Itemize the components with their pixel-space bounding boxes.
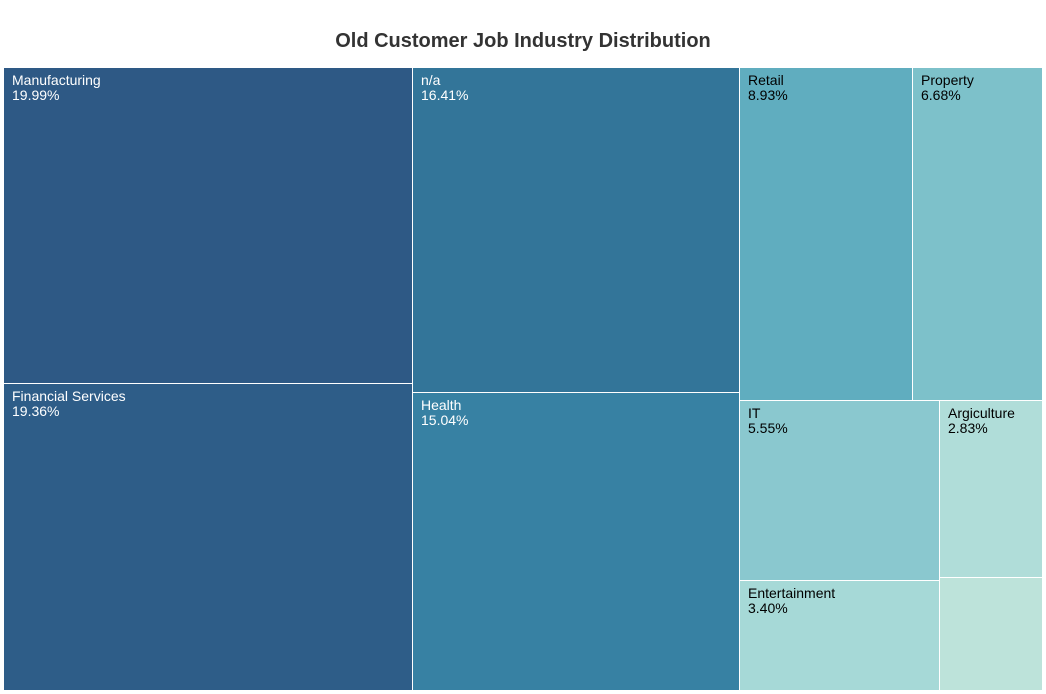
treemap-tile-entertainment: Entertainment 3.40%	[740, 581, 940, 691]
tile-name: Health	[421, 397, 462, 413]
tile-value: 3.40%	[748, 600, 788, 616]
tile-value: 5.55%	[748, 420, 788, 436]
treemap-tile-argiculture: Argiculture 2.83%	[940, 401, 1043, 578]
tile-name: Argiculture	[948, 405, 1015, 421]
treemap-tile-label: Entertainment 3.40%	[748, 586, 835, 616]
tile-name: IT	[748, 405, 761, 421]
treemap-tile-manufacturing: Manufacturing 19.99%	[4, 68, 413, 384]
treemap-tile-financial-services: Financial Services 19.36%	[4, 384, 413, 691]
treemap-tile-label: Retail 8.93%	[748, 73, 788, 103]
tile-name: n/a	[421, 72, 441, 88]
tile-value: 6.68%	[921, 87, 961, 103]
treemap-tile-retail: Retail 8.93%	[740, 68, 913, 401]
tile-name: Property	[921, 72, 974, 88]
treemap-tile-n-a: n/a 16.41%	[413, 68, 740, 393]
treemap-tile-it: IT 5.55%	[740, 401, 940, 581]
tile-name: Entertainment	[748, 585, 836, 601]
treemap-tile-property: Property 6.68%	[913, 68, 1043, 401]
tile-value: 2.83%	[948, 420, 988, 436]
treemap-plot-area: Manufacturing 19.99% Financial Services 19.…	[4, 68, 1043, 691]
treemap-tile-label: Argiculture 2.83%	[948, 406, 1015, 436]
tile-name: Retail	[748, 72, 784, 88]
tile-value: 15.04%	[421, 412, 469, 428]
chart-title: Old Customer Job Industry Distribution	[335, 30, 711, 52]
tile-name: Manufacturing	[12, 72, 101, 88]
tile-value: 19.36%	[12, 403, 60, 419]
treemap-tile-label: Property 6.68%	[921, 73, 974, 103]
treemap-tile-label: Financial Services 19.36%	[12, 389, 126, 419]
treemap-tile-label: IT 5.55%	[748, 406, 788, 436]
tile-value: 19.99%	[12, 87, 60, 103]
treemap-tile-label: Health 15.04%	[421, 398, 468, 428]
tile-name: Financial Services	[12, 388, 126, 404]
treemap-tile-health: Health 15.04%	[413, 393, 740, 691]
tile-value: 16.41%	[421, 87, 469, 103]
treemap-tile-label: Manufacturing 19.99%	[12, 73, 101, 103]
treemap-tile-unlabeled	[940, 578, 1043, 691]
tile-value: 8.93%	[748, 87, 788, 103]
treemap-tile-label: n/a 16.41%	[421, 73, 468, 103]
